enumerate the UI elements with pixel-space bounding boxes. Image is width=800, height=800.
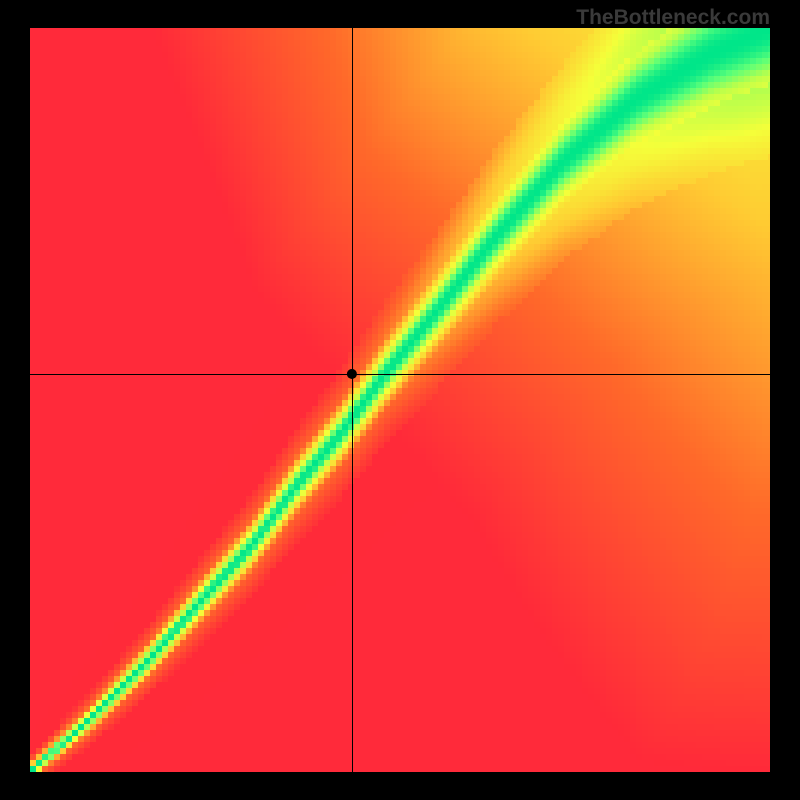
chart-container: TheBottleneck.com	[0, 0, 800, 800]
watermark-text: TheBottleneck.com	[576, 6, 770, 30]
bottleneck-heatmap	[30, 28, 770, 772]
